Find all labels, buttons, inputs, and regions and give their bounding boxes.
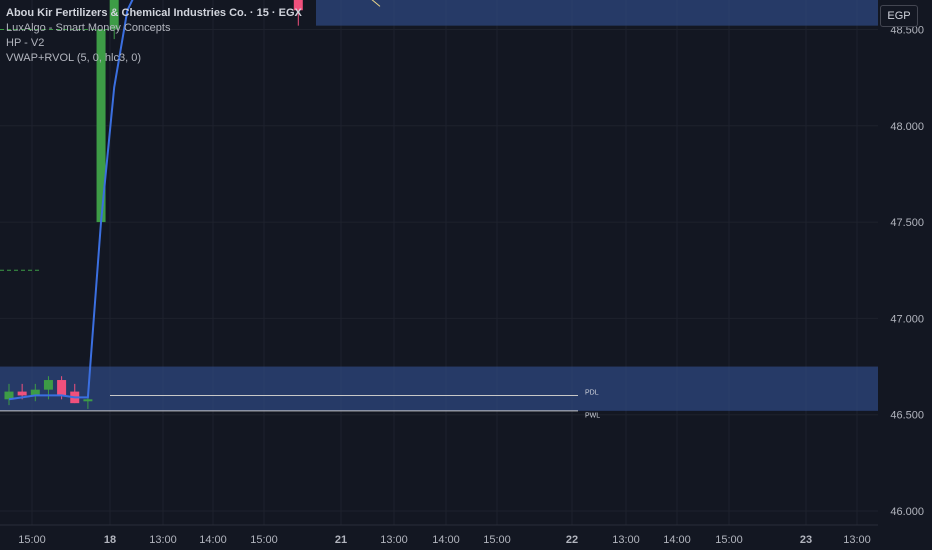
time-tick-label: 23 [800, 534, 812, 546]
chart-title: Abou Kir Fertilizers & Chemical Industri… [6, 7, 302, 19]
candle-body [96, 29, 106, 223]
candle-body [109, 0, 119, 30]
time-tick-label: 15:00 [18, 534, 46, 546]
time-tick-label: 14:00 [663, 534, 691, 546]
indicator-vwap[interactable]: VWAP+RVOL (5, 0, hlc3, 0) [6, 52, 142, 64]
candle-body [57, 380, 67, 396]
price-tick-label: 46.500 [890, 410, 924, 422]
candle-body [43, 380, 53, 390]
time-tick-label: 14:00 [199, 534, 227, 546]
time-tick-label: 21 [335, 534, 347, 546]
pwl-label: PWL [585, 413, 600, 420]
price-tick-label: 47.000 [890, 313, 924, 325]
time-tick-label: 13:00 [612, 534, 640, 546]
currency-button[interactable]: EGP [880, 5, 918, 27]
time-tick-label: 18 [104, 534, 116, 546]
time-tick-label: 14:00 [432, 534, 460, 546]
vwap-line [8, 0, 134, 401]
price-tick-label: 47.500 [890, 217, 924, 229]
demand-zone [316, 0, 878, 26]
time-tick-label: 13:00 [149, 534, 177, 546]
time-tick-label: 22 [566, 534, 578, 546]
time-tick-label: 13:00 [380, 534, 408, 546]
price-tick-label: 46.000 [890, 506, 924, 518]
time-tick-label: 13:00 [843, 534, 871, 546]
candle-body [4, 391, 14, 400]
candle-body [17, 391, 27, 396]
price-tick-label: 48.000 [890, 121, 924, 133]
time-tick-label: 15:00 [483, 534, 511, 546]
indicator-smc[interactable]: LuxAlgo - Smart Money Concepts [6, 22, 171, 34]
candle-body [293, 0, 303, 11]
pdl-label: PDL [585, 390, 599, 397]
candle-body [30, 389, 40, 396]
price-tick-label: 48.500 [890, 25, 924, 37]
demand-zone-lower [0, 366, 878, 411]
indicator-hp[interactable]: HP - V2 [6, 37, 45, 49]
chart-legend: Abou Kir Fertilizers & Chemical Industri… [6, 6, 302, 66]
price-axis [878, 0, 932, 550]
candle-body [83, 399, 93, 402]
time-tick-label: 15:00 [250, 534, 278, 546]
time-tick-label: 15:00 [715, 534, 743, 546]
